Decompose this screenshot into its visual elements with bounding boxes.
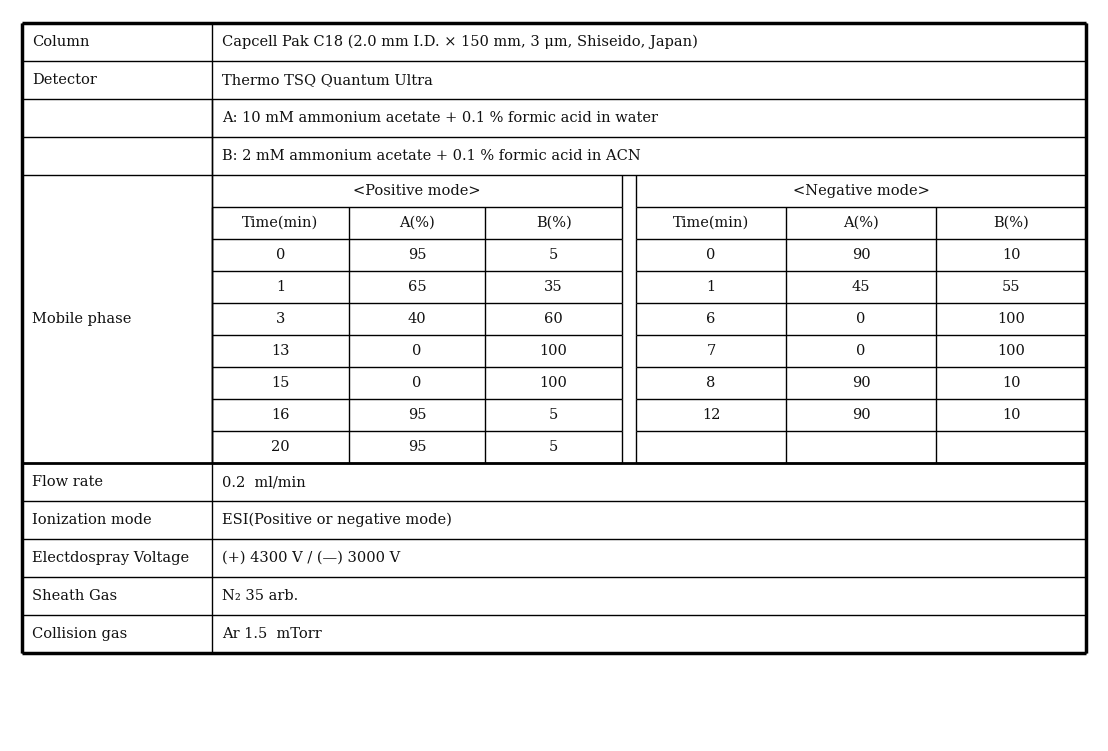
Text: 5: 5 — [550, 248, 558, 262]
Text: 0: 0 — [856, 312, 865, 326]
Text: 95: 95 — [408, 408, 427, 422]
Text: 13: 13 — [271, 344, 289, 358]
Text: 0: 0 — [276, 248, 285, 262]
Text: 20: 20 — [271, 440, 289, 454]
Text: 10: 10 — [1002, 376, 1020, 390]
Text: A(%): A(%) — [399, 216, 434, 230]
Text: 10: 10 — [1002, 248, 1020, 262]
Text: Detector: Detector — [32, 73, 96, 87]
Text: 35: 35 — [544, 280, 563, 294]
Text: 55: 55 — [1002, 280, 1020, 294]
Text: 90: 90 — [852, 376, 870, 390]
Text: 5: 5 — [550, 408, 558, 422]
Text: Electdospray Voltage: Electdospray Voltage — [32, 551, 189, 565]
Text: 100: 100 — [997, 312, 1025, 326]
Text: ESI(Positive or negative mode): ESI(Positive or negative mode) — [222, 513, 452, 527]
Text: 5: 5 — [550, 440, 558, 454]
Text: 7: 7 — [707, 344, 716, 358]
Text: 8: 8 — [706, 376, 716, 390]
Text: Mobile phase: Mobile phase — [32, 312, 132, 326]
Text: 100: 100 — [540, 376, 567, 390]
Text: Column: Column — [32, 35, 90, 49]
Text: (+) 4300 V / (—) 3000 V: (+) 4300 V / (—) 3000 V — [222, 551, 400, 565]
Text: A(%): A(%) — [843, 216, 879, 230]
Text: B(%): B(%) — [993, 216, 1029, 230]
Text: Time(min): Time(min) — [243, 216, 318, 230]
Text: Ionization mode: Ionization mode — [32, 513, 152, 527]
Text: N₂ 35 arb.: N₂ 35 arb. — [222, 589, 298, 603]
Text: 100: 100 — [540, 344, 567, 358]
Text: 0: 0 — [856, 344, 865, 358]
Text: Collision gas: Collision gas — [32, 627, 127, 641]
Text: Time(min): Time(min) — [673, 216, 749, 230]
Text: 90: 90 — [852, 248, 870, 262]
Text: 95: 95 — [408, 440, 427, 454]
Text: 40: 40 — [408, 312, 427, 326]
Text: <Positive mode>: <Positive mode> — [353, 184, 481, 198]
Text: Ar 1.5  mTorr: Ar 1.5 mTorr — [222, 627, 321, 641]
Text: Thermo TSQ Quantum Ultra: Thermo TSQ Quantum Ultra — [222, 73, 433, 87]
Text: A: 10 mM ammonium acetate + 0.1 % formic acid in water: A: 10 mM ammonium acetate + 0.1 % formic… — [222, 111, 658, 125]
Text: <Negative mode>: <Negative mode> — [792, 184, 930, 198]
Text: 0: 0 — [412, 376, 422, 390]
Text: 1: 1 — [707, 280, 716, 294]
Text: Sheath Gas: Sheath Gas — [32, 589, 117, 603]
Text: 12: 12 — [701, 408, 720, 422]
Text: 100: 100 — [997, 344, 1025, 358]
Text: 15: 15 — [271, 376, 289, 390]
Text: B: 2 mM ammonium acetate + 0.1 % formic acid in ACN: B: 2 mM ammonium acetate + 0.1 % formic … — [222, 149, 640, 163]
Text: 0.2  ml/min: 0.2 ml/min — [222, 475, 306, 489]
Text: 10: 10 — [1002, 408, 1020, 422]
Text: 90: 90 — [852, 408, 870, 422]
Text: 0: 0 — [412, 344, 422, 358]
Text: 45: 45 — [852, 280, 870, 294]
Text: 60: 60 — [544, 312, 563, 326]
Text: B(%): B(%) — [536, 216, 572, 230]
Text: 95: 95 — [408, 248, 427, 262]
Text: 3: 3 — [276, 312, 285, 326]
Text: 0: 0 — [706, 248, 716, 262]
Text: Flow rate: Flow rate — [32, 475, 103, 489]
Text: 1: 1 — [276, 280, 285, 294]
Text: 16: 16 — [271, 408, 289, 422]
Text: 6: 6 — [706, 312, 716, 326]
Text: 65: 65 — [408, 280, 427, 294]
Text: Capcell Pak C18 (2.0 mm I.D. × 150 mm, 3 μm, Shiseido, Japan): Capcell Pak C18 (2.0 mm I.D. × 150 mm, 3… — [222, 35, 698, 50]
